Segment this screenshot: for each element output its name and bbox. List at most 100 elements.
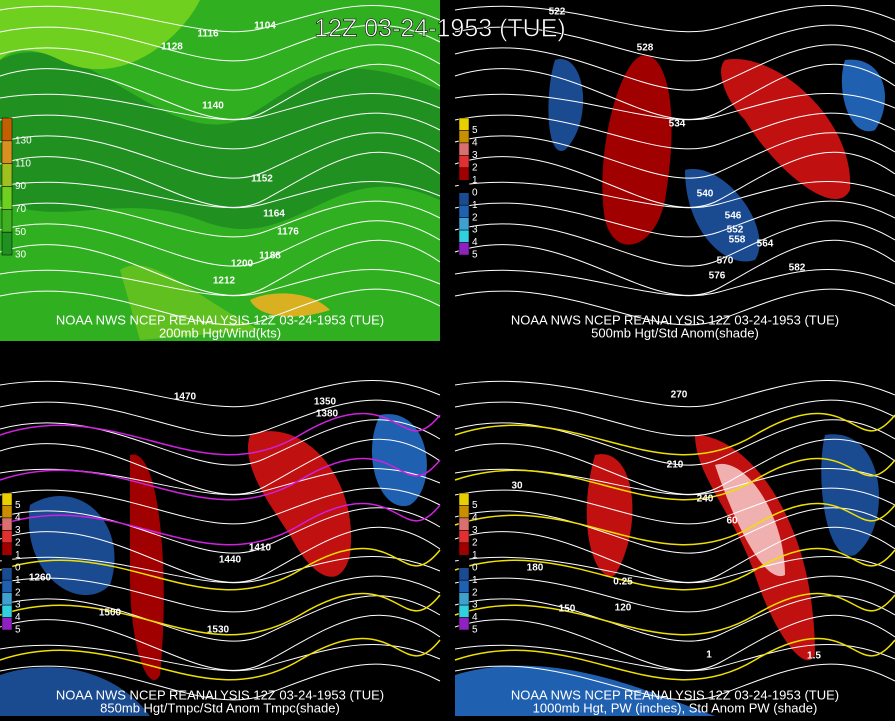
legend-swatch <box>458 204 470 218</box>
secondary-contour <box>0 592 441 636</box>
secondary-contour <box>454 412 895 456</box>
contour-label: 1500 <box>99 608 122 619</box>
panel-caption: NOAA NWS NCEP REANALYSIS 12Z 03-24-1953 … <box>511 687 839 702</box>
height-contour <box>0 487 441 525</box>
legend-swatch <box>1 579 13 593</box>
map-panel: 1104 1116 1128 1140 1152 1164 1176 1188 1200 1212… <box>0 0 441 341</box>
legend-swatch <box>458 167 470 181</box>
legend-label: 2 <box>15 537 21 548</box>
legend-label: 5 <box>472 125 478 136</box>
height-contour <box>0 614 441 671</box>
legend-label: 5 <box>472 625 478 636</box>
legend-label: 3 <box>15 600 21 611</box>
legend-swatch <box>458 530 470 544</box>
legend-label: 5 <box>15 500 21 511</box>
contour-label: 564 <box>757 239 774 250</box>
contour-label: 1104 <box>254 21 276 32</box>
legend-label: 0 <box>472 187 478 198</box>
contour-label: 1 <box>706 650 712 661</box>
secondary-contour <box>454 592 895 636</box>
legend-swatch <box>1 604 13 618</box>
legend-swatch <box>1 505 13 519</box>
legend-swatch <box>458 617 470 631</box>
height-contour <box>0 663 441 701</box>
legend-swatch <box>458 242 470 256</box>
height-contour <box>454 93 895 121</box>
height-contour <box>0 24 441 62</box>
height-contour <box>0 380 441 408</box>
legend-swatch <box>458 117 470 131</box>
legend-swatch <box>1 140 13 164</box>
height-contour <box>0 556 441 584</box>
contour-label: 180 <box>527 563 544 574</box>
contour-label: 1440 <box>219 555 242 566</box>
anomaly-shade <box>586 454 633 577</box>
height-contour <box>454 663 895 701</box>
anomaly-shade <box>0 667 150 716</box>
contour-label: 1128 <box>161 42 183 53</box>
height-contour <box>0 575 441 613</box>
height-contour <box>454 399 895 437</box>
legend-label: 3 <box>472 225 478 236</box>
contour-label: 552 <box>727 225 744 236</box>
height-contour <box>0 112 441 150</box>
height-contour <box>454 288 895 326</box>
legend-swatch <box>1 492 13 506</box>
map-panel: 1350138014701410144015001530126054321012… <box>0 375 441 716</box>
height-contour <box>0 93 441 121</box>
legend-label: 3 <box>15 525 21 536</box>
panel-field: 500mb Hgt/Std Anom(shade) <box>591 325 759 340</box>
secondary-contour <box>0 547 441 591</box>
legend-label: 50 <box>15 227 27 238</box>
legend-swatch <box>458 130 470 144</box>
height-contour <box>0 132 441 179</box>
anomaly-shade <box>130 454 164 681</box>
height-contour <box>454 112 895 150</box>
legend-swatch <box>458 604 470 618</box>
legend-label: 5 <box>472 250 478 261</box>
legend-swatch <box>1 617 13 631</box>
legend-label: 3 <box>472 525 478 536</box>
legend-label: 1 <box>472 575 478 586</box>
legend-label: 110 <box>15 158 31 169</box>
contour-label: 522 <box>549 7 566 18</box>
height-contour <box>454 438 895 495</box>
legend-label: 4 <box>472 612 478 623</box>
legend-label: 2 <box>15 587 21 598</box>
secondary-contour <box>454 637 895 681</box>
anomaly-shade <box>602 55 672 245</box>
legend-swatch <box>1 117 13 142</box>
legend-swatch <box>1 530 13 544</box>
height-contour <box>454 380 895 408</box>
height-contour <box>454 181 895 209</box>
height-contour <box>0 399 441 437</box>
legend-swatch <box>458 579 470 593</box>
legend-label: 5 <box>15 625 21 636</box>
legend-label: 4 <box>15 612 21 623</box>
height-contour <box>454 220 895 267</box>
contour-label: 150 <box>559 604 576 615</box>
height-contour <box>0 644 441 672</box>
height-contour <box>454 132 895 179</box>
legend-swatch <box>458 517 470 531</box>
anomaly-shade <box>841 59 885 132</box>
legend-label: 0 <box>15 562 21 573</box>
legend-swatch <box>1 209 13 233</box>
contour-label: 30 <box>511 481 523 492</box>
panel-field: 1000mb Hgt, PW (inches), Std Anom PW (sh… <box>533 700 818 715</box>
height-contour <box>0 63 441 120</box>
legend-label: 1 <box>15 575 21 586</box>
legend-label: 1 <box>15 550 21 561</box>
panel-caption: NOAA NWS NCEP REANALYSIS 12Z 03-24-1953 … <box>56 312 384 327</box>
legend-label: 0 <box>472 562 478 573</box>
legend-swatch <box>458 492 470 506</box>
height-contour <box>0 220 441 267</box>
legend-swatch <box>458 192 470 206</box>
secondary-contour <box>454 502 895 546</box>
legend-label: 2 <box>472 587 478 598</box>
panel-field: 850mb Hgt/Tmpc/Std Anom Tmpc(shade) <box>100 700 340 715</box>
contour-label: 558 <box>729 235 746 246</box>
anomaly-shade <box>685 169 760 262</box>
